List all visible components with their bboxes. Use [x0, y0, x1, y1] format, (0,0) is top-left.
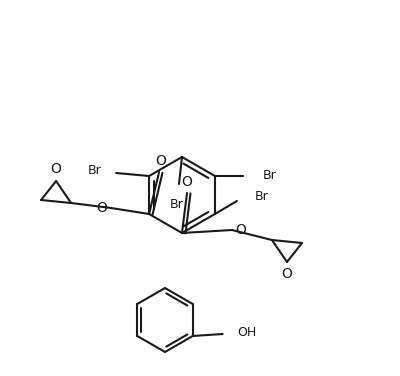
Text: OH: OH	[238, 326, 257, 340]
Text: Br: Br	[87, 165, 101, 177]
Text: O: O	[51, 162, 62, 176]
Text: O: O	[97, 201, 108, 215]
Text: Br: Br	[170, 197, 184, 211]
Text: O: O	[182, 175, 192, 189]
Text: O: O	[282, 267, 292, 281]
Text: O: O	[156, 154, 166, 168]
Text: O: O	[236, 223, 246, 237]
Text: Br: Br	[263, 170, 277, 182]
Text: Br: Br	[255, 190, 269, 203]
